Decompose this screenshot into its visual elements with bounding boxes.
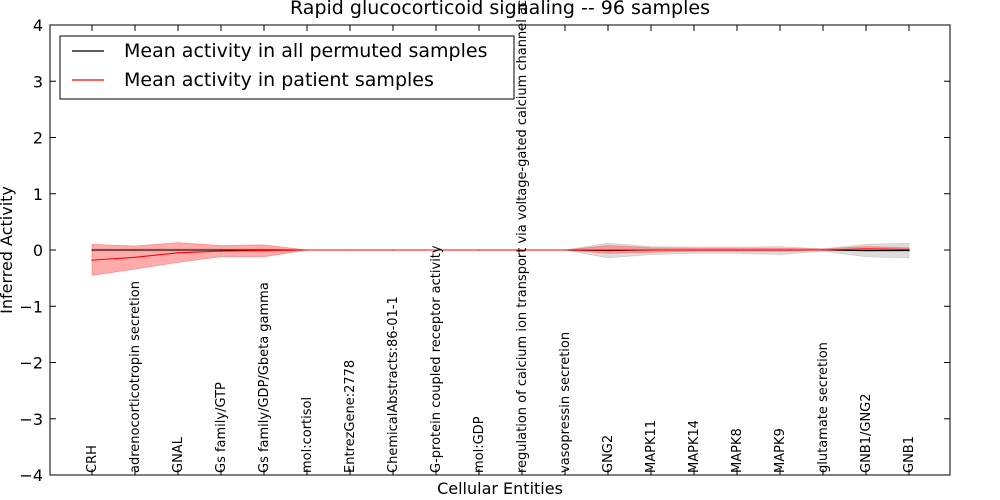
x-category-label: MAPK8 (730, 428, 745, 473)
x-category-label: EntrezGene:2778 (343, 360, 358, 473)
data-point (134, 249, 136, 251)
x-category-label: G-protein coupled receptor activity (429, 245, 444, 473)
y-tick-label: 4 (33, 16, 43, 35)
x-category-label: adrenocorticotropin secretion (128, 281, 143, 473)
data-point (607, 249, 609, 251)
data-point (693, 249, 695, 251)
legend-label-patient: Mean activity in patient samples (124, 69, 434, 91)
data-point (650, 249, 652, 251)
confidence-bands (91, 242, 910, 276)
x-category-label: ChemicalAbstracts:86-01-1 (386, 296, 401, 473)
data-point (134, 256, 136, 258)
x-axis: CRH adrenocorticotropin secretion GNAL Gs f… (85, 0, 917, 475)
data-point (177, 252, 179, 254)
data-point (478, 249, 480, 251)
data-point (91, 249, 93, 251)
x-category-label: mol:GDP (472, 416, 487, 473)
data-point (908, 249, 910, 252)
y-tick-label: 1 (33, 185, 43, 204)
x-category-label: regulation of calcium ion transport via … (515, 0, 530, 473)
x-category-label: CRH (85, 445, 100, 473)
y-tick-label: −4 (19, 466, 43, 485)
data-point (865, 249, 867, 252)
data-point (822, 249, 824, 251)
data-point (392, 249, 394, 251)
y-axis-label: Inferred Activity (0, 186, 16, 314)
data-point (779, 249, 781, 251)
patient-line (91, 248, 910, 261)
data-point (736, 249, 738, 251)
data-point (435, 249, 437, 251)
data-point (91, 259, 93, 261)
y-tick-label: 3 (33, 72, 43, 91)
data-point (306, 249, 308, 251)
x-category-label: vasopressin secretion (558, 332, 573, 473)
x-axis-label: Cellular Entities (437, 479, 563, 498)
chart-title: Rapid glucocorticoid signaling -- 96 sam… (290, 0, 710, 19)
x-category-label: MAPK14 (687, 420, 702, 473)
data-point (908, 248, 910, 251)
data-point (564, 249, 566, 251)
data-point (220, 250, 222, 252)
y-axis: −4 −3 −2 −1 0 1 2 3 4 (19, 16, 950, 485)
y-tick-label: −2 (19, 354, 43, 373)
x-category-label: GNAL (171, 436, 186, 473)
series-lines (91, 248, 910, 261)
data-point (865, 248, 867, 250)
x-category-label: GNG2 (601, 435, 616, 473)
data-point (177, 249, 179, 251)
x-category-label: Gs family/GTP (214, 382, 229, 473)
x-category-label: GNB1 (902, 436, 917, 473)
y-tick-label: −3 (19, 410, 43, 429)
legend: Mean activity in all permuted samples Me… (59, 35, 515, 100)
data-point (220, 249, 222, 251)
legend-box (59, 35, 515, 100)
data-point (521, 249, 523, 251)
x-category-label: Gs family/GDP/Gbeta gamma (257, 282, 272, 473)
y-tick-label: 0 (33, 241, 43, 260)
x-category-label: glutamate secretion (816, 342, 831, 473)
y-tick-label: 2 (33, 129, 43, 148)
legend-label-permuted: Mean activity in all permuted samples (124, 40, 487, 62)
x-category-label: MAPK11 (644, 420, 659, 473)
x-category-label: mol:cortisol (300, 397, 315, 473)
x-category-label: GNB1/GNG2 (859, 393, 874, 473)
data-point (349, 249, 351, 251)
y-tick-label: −1 (19, 297, 43, 316)
x-category-label: MAPK9 (773, 428, 788, 473)
data-point (263, 249, 265, 252)
